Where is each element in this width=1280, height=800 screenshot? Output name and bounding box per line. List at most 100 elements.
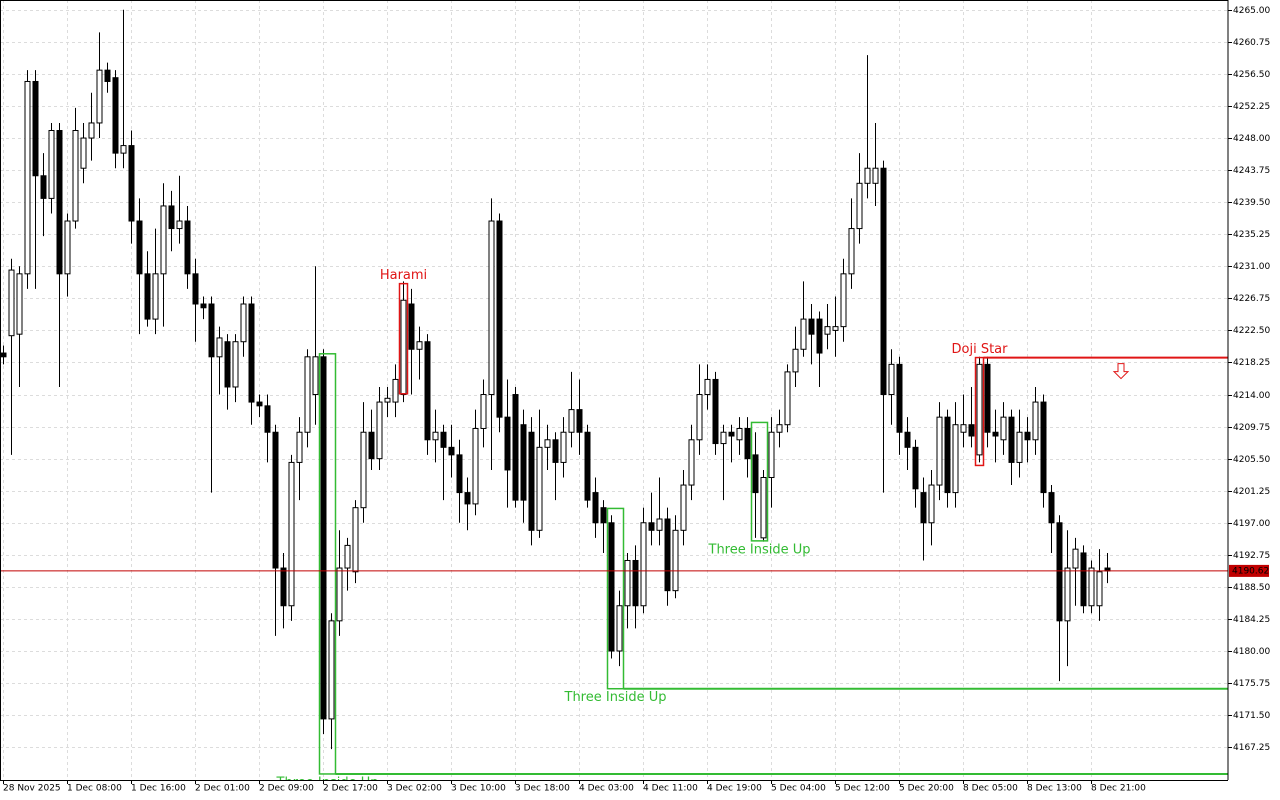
candle-body — [72, 130, 79, 222]
candle-body — [904, 431, 911, 448]
candle-body — [328, 620, 335, 720]
candle-body — [728, 431, 735, 437]
candle-body — [696, 394, 703, 441]
candle-body — [320, 356, 327, 720]
candle-body — [224, 341, 231, 388]
candle-body — [128, 145, 135, 222]
x-tick-label: 2 Dec 09:00 — [259, 784, 314, 794]
candle-body — [448, 446, 455, 456]
x-tick-label: 2 Dec 17:00 — [323, 784, 378, 794]
candle-body — [16, 273, 23, 335]
y-tick-label: 4239.50 — [1233, 198, 1270, 208]
candle-body — [1096, 571, 1103, 607]
candle-body — [1080, 552, 1087, 607]
candle-body — [1040, 401, 1047, 494]
candle-body — [56, 130, 63, 275]
candle-body — [1008, 416, 1015, 463]
candle-body — [360, 431, 367, 509]
candle-body — [576, 409, 583, 433]
candle-body — [960, 424, 967, 433]
current-price-tag — [1229, 564, 1269, 577]
pattern-label: Three Inside Up — [564, 690, 667, 705]
candle-body — [528, 431, 535, 531]
candle-body — [296, 431, 303, 463]
candle-body — [400, 299, 407, 396]
candle-body — [1032, 401, 1039, 441]
candle-body — [592, 492, 599, 524]
candle-body — [888, 363, 895, 396]
candle-body — [928, 484, 935, 524]
candle-body — [504, 416, 511, 471]
pattern-label: Doji Star — [952, 342, 1009, 357]
candle-body — [168, 205, 175, 230]
candle-body — [608, 522, 615, 652]
y-tick-label: 4192.75 — [1233, 551, 1270, 561]
candle-body — [112, 77, 119, 154]
candle-body — [120, 145, 127, 154]
candle-body — [536, 446, 543, 531]
candle-body — [304, 356, 311, 433]
candle-body — [176, 220, 183, 230]
candle-body — [432, 431, 439, 441]
candle-body — [288, 461, 295, 607]
candle-body — [216, 337, 223, 358]
y-tick-label: 4209.75 — [1233, 423, 1270, 433]
y-tick-label: 4248.00 — [1233, 134, 1270, 144]
candle-body — [936, 416, 943, 486]
candle-body — [352, 507, 359, 573]
candle-body — [808, 318, 815, 335]
candle-body — [496, 220, 503, 418]
candle-body — [480, 394, 487, 429]
candle-body — [24, 80, 31, 275]
candle-body — [424, 341, 431, 441]
candle-body — [392, 378, 399, 403]
y-tick-label: 4171.50 — [1233, 711, 1270, 721]
y-tick-label: 4243.75 — [1233, 166, 1270, 176]
candle-body — [272, 431, 279, 569]
candle-body — [656, 518, 663, 531]
x-tick-label: 8 Dec 13:00 — [1027, 784, 1082, 794]
candle-body — [104, 69, 111, 82]
candle-body — [256, 401, 263, 407]
y-tick-label: 4231.00 — [1233, 262, 1270, 272]
candle-body — [568, 409, 575, 433]
x-tick-label: 5 Dec 20:00 — [899, 784, 954, 794]
candle-body — [232, 341, 239, 388]
candle-body — [600, 507, 607, 524]
candle-body — [552, 439, 559, 463]
candle-body — [616, 605, 623, 652]
y-tick-label: 4252.25 — [1233, 102, 1270, 112]
y-tick-label: 4201.25 — [1233, 487, 1270, 497]
candle-body — [96, 69, 103, 124]
y-tick-label: 4197.00 — [1233, 519, 1270, 529]
candle-body — [736, 427, 743, 441]
pattern-box — [750, 421, 769, 542]
candle-body — [664, 518, 671, 592]
candle-body — [848, 228, 855, 275]
candle-body — [160, 205, 167, 275]
candle-body — [1024, 431, 1031, 441]
candle-body — [912, 446, 919, 490]
y-tick-label: 4184.25 — [1233, 615, 1270, 625]
candle-body — [944, 416, 951, 494]
x-tick-label: 1 Dec 08:00 — [67, 784, 122, 794]
current-price-label: 4190.62 — [1232, 566, 1269, 576]
pattern-label: Three Inside Up — [708, 542, 811, 557]
candle-body — [64, 220, 71, 275]
candle-body — [48, 130, 55, 199]
candle-body — [672, 529, 679, 592]
plot-area: Three Inside Up Harami Three Inside Up Thre… — [0, 9, 1228, 790]
candle-body — [1000, 416, 1007, 441]
pattern-label: Three Inside Up — [276, 775, 379, 790]
candle-body — [1088, 567, 1095, 607]
candle-body — [800, 318, 807, 350]
candle-body — [344, 544, 351, 569]
candle-body — [264, 405, 271, 433]
candle-body — [192, 273, 199, 305]
candle-body — [992, 431, 999, 437]
candle-body — [1072, 548, 1079, 569]
candle-body — [776, 424, 783, 433]
y-tick-label: 4205.50 — [1233, 455, 1270, 465]
